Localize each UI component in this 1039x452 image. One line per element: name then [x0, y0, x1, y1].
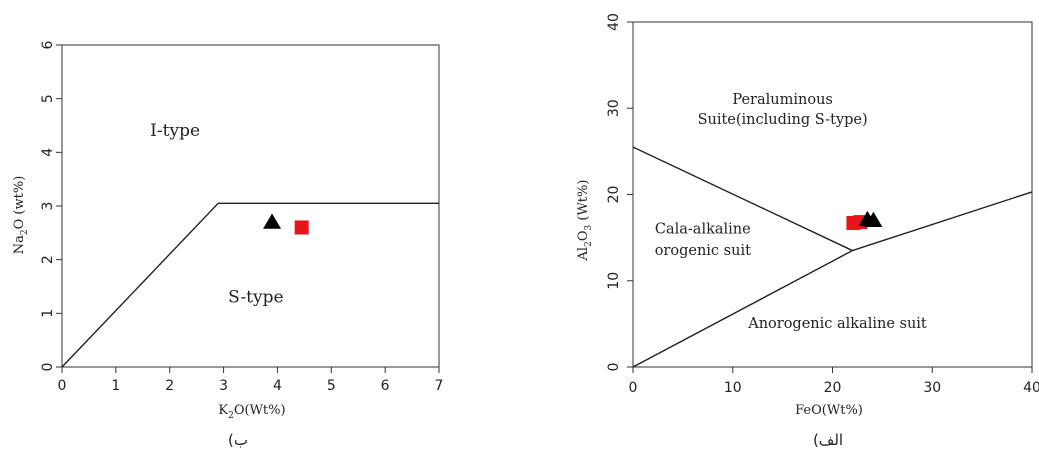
y-tick-label: 30	[606, 99, 622, 117]
y-tick-label: 2	[40, 255, 56, 264]
region-label: Peraluminous	[732, 92, 832, 108]
boundary-line	[61, 202, 439, 368]
y-tick-label: 40	[606, 13, 622, 31]
y-tick-label: 1	[40, 309, 56, 318]
y-tick-label: 5	[40, 94, 56, 103]
panel-caption: الف)	[813, 431, 843, 449]
data-point-triangle	[864, 211, 883, 228]
y-tick-label: 10	[606, 272, 622, 290]
y-tick-label: 20	[606, 186, 622, 204]
region-label: orogenic suit	[655, 243, 751, 259]
x-tick-label: 20	[824, 380, 842, 396]
x-tick-label: 6	[381, 378, 390, 394]
y-tick-label: 0	[606, 363, 622, 372]
chart-panel-feo-al2o3: Al2O3 (Wt%) FeO(Wt%) الف) 0 10 20 30 40 0 10 20…	[576, 13, 1039, 449]
region-label: Suite(including S-type)	[698, 112, 868, 128]
x-tick-label: 7	[435, 378, 444, 394]
plot-frame	[61, 44, 440, 368]
x-tick-label: 0	[629, 380, 638, 396]
region-label: I-type	[150, 121, 200, 141]
x-tick-label: 1	[111, 378, 120, 394]
region-label: Anorogenic alkaline suit	[747, 316, 927, 332]
data-point-square	[294, 220, 309, 235]
chart-panel-k2o-na2o: Na2O (wt%) K2O(Wt%) ب) 0 1 2 3 4 5 6 7 0 1 2 3 4 5 6 I-…	[12, 40, 443, 449]
y-tick-label: 0	[40, 363, 56, 372]
y-tick-label: 3	[40, 202, 56, 211]
x-tick-label: 0	[58, 378, 67, 394]
y-axis-label: Na2O (wt%)	[12, 176, 30, 255]
x-tick-label: 2	[165, 378, 174, 394]
boundary-line	[632, 146, 853, 252]
x-axis-label: FeO(Wt%)	[795, 403, 863, 418]
data-point-triangle	[263, 213, 282, 229]
region-label: S-type	[228, 288, 283, 308]
panel-caption: ب)	[228, 431, 248, 449]
x-tick-label: 3	[219, 378, 228, 394]
x-tick-label: 30	[923, 380, 941, 396]
x-tick-label: 4	[273, 378, 282, 394]
y-axis-label: Al2O3 (Wt%)	[576, 180, 594, 262]
x-tick-label: 5	[327, 378, 336, 394]
region-label: Cala-alkaline	[655, 221, 751, 237]
y-tick-label: 4	[40, 148, 56, 157]
boundary-line	[632, 191, 1033, 368]
x-tick-label: 10	[724, 380, 742, 396]
x-axis-label: K2O(Wt%)	[218, 403, 285, 421]
x-tick-label: 40	[1023, 380, 1039, 396]
y-tick-label: 6	[40, 40, 56, 49]
